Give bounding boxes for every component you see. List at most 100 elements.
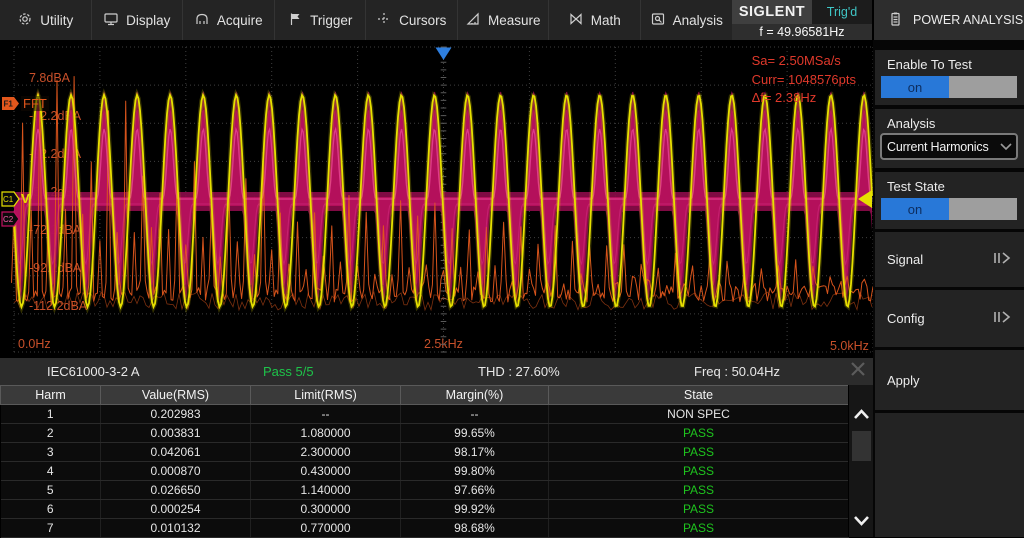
cell-state: PASS <box>548 423 849 443</box>
cell-state: NON SPEC <box>548 404 849 424</box>
chevron-down-icon <box>1000 140 1012 154</box>
top-menu-bar: Utility Display Acquire Trigger Cursors … <box>0 0 1024 40</box>
menu-item-acquire[interactable]: Acquire <box>183 0 275 40</box>
cell-harm: 6 <box>0 499 101 519</box>
menu-item-label: Math <box>590 12 621 28</box>
trigger-position-icon[interactable] <box>435 47 452 61</box>
cell-harm: 4 <box>0 461 101 481</box>
enable-to-test-label: Enable To Test <box>887 57 972 72</box>
toggle-off-state <box>949 198 1017 220</box>
freq-axis-start: 0.0Hz <box>18 337 51 351</box>
col-header-limit: Limit(RMS) <box>250 385 401 405</box>
menu-item-label: Acquire <box>216 12 263 28</box>
cell-state: PASS <box>548 480 849 500</box>
menu-item-cursors[interactable]: Cursors <box>366 0 458 40</box>
gear-icon <box>17 11 33 30</box>
test-state-label: Test State <box>887 179 945 194</box>
svg-text:F1: F1 <box>4 100 14 109</box>
menu-item-measure[interactable]: Measure <box>458 0 549 40</box>
waveform-display-area[interactable]: 7.8dBA -12.2dBA -32.2dBA -52.2dBA -72.2d… <box>0 40 873 358</box>
signal-label: Signal <box>887 252 924 267</box>
svg-text:C1: C1 <box>3 195 14 204</box>
test-state-toggle[interactable]: on <box>881 198 1017 220</box>
db-scale-label: 7.8dBA <box>27 71 73 85</box>
cursors-icon <box>376 11 392 30</box>
frequency-counter: f = 49.96581Hz <box>732 24 872 40</box>
waveform-canvas[interactable]: F1 C1 C2 <box>0 40 873 358</box>
power-analysis-header: POWER ANALYSIS <box>872 0 1024 40</box>
menu-item-label: Cursors <box>399 12 447 28</box>
cell-margin: 98.17% <box>400 442 549 462</box>
acquisition-info: Sa= 2.50MSa/s Curr= 1048576pts Δf= 2.38H… <box>752 52 856 108</box>
cell-limit: 0.300000 <box>250 499 401 519</box>
apply-label: Apply <box>887 372 920 388</box>
table-scrollbar[interactable] <box>848 385 873 537</box>
submenu-arrow-icon <box>992 310 1012 327</box>
menu-item-display[interactable]: Display <box>92 0 183 40</box>
delta-f: Δf= 2.38Hz <box>751 90 817 105</box>
close-icon[interactable] <box>847 358 869 380</box>
enable-to-test-toggle[interactable]: on <box>881 76 1017 98</box>
cell-state: PASS <box>548 518 849 538</box>
cell-limit: 0.430000 <box>250 461 401 481</box>
table-row: 3 0.042061 2.300000 98.17% PASS <box>0 442 849 462</box>
cell-margin: 99.92% <box>400 499 549 519</box>
cell-value: 0.000254 <box>100 499 251 519</box>
sample-rate: Sa= 2.50MSa/s <box>751 53 841 68</box>
menu-item-math[interactable]: Math <box>549 0 641 40</box>
menu-item-trigger[interactable]: Trigger <box>275 0 366 40</box>
cell-value: 0.000870 <box>100 461 251 481</box>
cell-value: 0.026650 <box>100 480 251 500</box>
trigger-status: Trig'd <box>812 0 872 24</box>
table-row: 5 0.026650 1.140000 97.66% PASS <box>0 480 849 500</box>
acquire-icon <box>194 11 210 30</box>
enable-to-test-section: Enable To Test on <box>875 50 1024 105</box>
analysis-dropdown[interactable]: Current Harmonics <box>880 133 1018 160</box>
scroll-down-icon[interactable] <box>851 509 872 531</box>
toggle-on-state: on <box>881 76 949 98</box>
config-label: Config <box>887 311 925 326</box>
menu-item-utility[interactable]: Utility <box>0 0 92 40</box>
cell-harm: 5 <box>0 480 101 500</box>
scrollbar-thumb[interactable] <box>852 431 871 461</box>
c2-channel-tag <box>1 211 20 227</box>
trigger-level-icon[interactable] <box>858 190 872 208</box>
analysis-dropdown-value: Current Harmonics <box>887 139 989 154</box>
apply-button[interactable]: Apply <box>875 350 1024 410</box>
cell-state: PASS <box>548 461 849 481</box>
cell-limit: 1.140000 <box>250 480 401 500</box>
cell-state: PASS <box>548 442 849 462</box>
flag-icon <box>287 11 303 30</box>
cell-state: PASS <box>548 499 849 519</box>
clipboard-icon <box>887 11 903 30</box>
analysis-section: Analysis Current Harmonics <box>875 109 1024 168</box>
display-icon <box>103 11 119 30</box>
harmonics-table: Harm Value(RMS) Limit(RMS) Margin(%) Sta… <box>0 385 849 538</box>
harmonics-table-body: 1 0.202983 -- -- NON SPEC 2 0.003831 1.080000 99… <box>0 404 849 538</box>
table-row: 6 0.000254 0.300000 99.92% PASS <box>0 499 849 519</box>
cell-limit: 0.770000 <box>250 518 401 538</box>
signal-menu-item[interactable]: Signal <box>875 232 1024 287</box>
db-scale-label: -112.2dBA <box>27 299 90 313</box>
measure-icon <box>465 11 481 30</box>
cell-limit: -- <box>250 404 401 424</box>
scroll-up-icon[interactable] <box>851 403 872 425</box>
siglent-logo: SIGLENT <box>732 0 812 24</box>
menu-item-analysis[interactable]: Analysis <box>641 0 733 40</box>
menu-item-label: Display <box>126 12 171 28</box>
config-menu-item[interactable]: Config <box>875 290 1024 347</box>
cell-value: 0.042061 <box>100 442 251 462</box>
table-row: 1 0.202983 -- -- NON SPEC <box>0 404 849 424</box>
cell-harm: 1 <box>0 404 101 424</box>
standard-label: IEC61000-3-2 A <box>47 364 140 379</box>
analysis-label: Analysis <box>887 116 936 131</box>
cell-value: 0.003831 <box>100 423 251 443</box>
col-header-value: Value(RMS) <box>100 385 251 405</box>
freq-axis-end: 5.0kHz <box>830 339 869 353</box>
brand-block: SIGLENT Trig'd f = 49.96581Hz <box>732 0 872 40</box>
pass-count: Pass 5/5 <box>263 364 314 379</box>
f1-channel-tag <box>2 97 19 110</box>
table-row: 4 0.000870 0.430000 99.80% PASS <box>0 461 849 481</box>
col-header-margin: Margin(%) <box>400 385 549 405</box>
cell-margin: 99.65% <box>400 423 549 443</box>
